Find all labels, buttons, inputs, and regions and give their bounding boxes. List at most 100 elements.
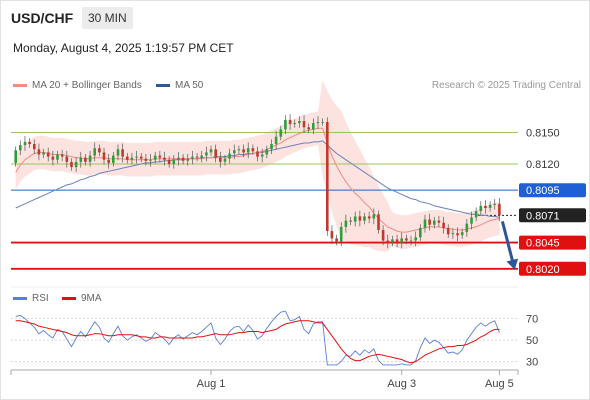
candle: [363, 216, 366, 221]
candle: [400, 238, 403, 243]
candle: [251, 148, 255, 152]
candle: [302, 121, 306, 128]
rsi-tick-label: 30: [526, 357, 538, 369]
candle: [70, 161, 73, 168]
candle: [205, 152, 208, 156]
candle: [465, 223, 469, 233]
candle: [293, 123, 296, 125]
candle: [242, 149, 245, 153]
candle: [339, 226, 343, 242]
legend-rsi: RSI: [13, 293, 49, 304]
candle: [428, 219, 431, 225]
price-tag-label: 0.8120: [526, 159, 560, 171]
candle: [377, 214, 380, 230]
candle: [149, 159, 152, 161]
candle: [274, 136, 278, 144]
candle: [353, 216, 357, 222]
price-tag-0-8071: [519, 208, 586, 223]
ma20-swatch: [13, 83, 27, 87]
x-tick-label: Aug 1: [197, 378, 226, 390]
candle: [312, 123, 315, 130]
candle: [246, 148, 250, 153]
candle: [19, 145, 22, 151]
candle: [298, 121, 301, 124]
candle: [14, 150, 17, 163]
candle: [386, 240, 390, 243]
candle: [437, 220, 441, 223]
price-tag-label: 0.8071: [526, 210, 560, 222]
rsi-ma-swatch: [62, 296, 76, 300]
candle: [349, 220, 352, 222]
candle: [98, 148, 101, 153]
candle: [37, 149, 41, 155]
bollinger-band: [15, 80, 500, 252]
candle: [493, 203, 496, 205]
candle: [158, 155, 162, 158]
candle: [330, 231, 334, 239]
price-tag-0-8045: [519, 235, 586, 250]
candle: [209, 149, 213, 153]
candle: [409, 240, 413, 242]
candle: [186, 158, 190, 161]
candle: [219, 157, 222, 162]
candle: [316, 122, 320, 123]
candle: [126, 156, 129, 160]
candle: [88, 155, 92, 162]
candle: [498, 203, 501, 216]
candle: [419, 227, 422, 238]
candle: [260, 154, 264, 157]
candle: [223, 158, 227, 162]
candle: [177, 157, 180, 160]
research-credit: Research © 2025 Trading Central: [431, 80, 581, 91]
price-tag-label: 0.8020: [526, 264, 560, 276]
candle: [112, 155, 115, 163]
candle: [46, 152, 50, 157]
candle: [326, 122, 329, 231]
candle: [65, 156, 69, 162]
candle: [344, 220, 348, 227]
candle: [470, 217, 473, 224]
candle: [93, 148, 96, 156]
candle: [335, 238, 338, 242]
candle: [153, 155, 157, 160]
price-tag-0-8020: [519, 261, 586, 276]
rsi-swatch: [13, 296, 27, 300]
candle: [195, 156, 199, 158]
candle: [307, 127, 310, 130]
rsi-ma-line: [15, 320, 500, 364]
candle: [163, 157, 166, 160]
candle: [460, 232, 464, 236]
candle: [51, 156, 55, 160]
candle: [33, 144, 36, 150]
candle: [233, 150, 236, 154]
legend-ma50-label: MA 50: [175, 80, 204, 91]
rsi-tick-label: 50: [526, 335, 538, 347]
price-tag-label: 0.8095: [526, 185, 560, 197]
candle: [135, 156, 138, 158]
symbol-title: USD/CHF: [11, 10, 74, 26]
candle: [358, 216, 362, 221]
candle: [84, 157, 87, 162]
candle: [130, 157, 134, 160]
candle: [256, 151, 259, 157]
projection-arrow-shaft: [500, 220, 516, 268]
candle: [270, 144, 273, 150]
candle: [79, 157, 83, 162]
timestamp: Monday, August 4, 2025 1:19:57 PM CET: [13, 41, 234, 55]
candle: [284, 119, 287, 130]
candle: [372, 214, 376, 219]
legend-ma50: MA 50: [156, 80, 203, 91]
candle: [144, 158, 148, 161]
candle: [405, 238, 408, 241]
candle: [381, 230, 385, 241]
candle: [395, 239, 399, 243]
candle: [42, 152, 45, 155]
timeframe-badge[interactable]: 30 MIN: [82, 7, 133, 29]
candle: [214, 149, 217, 158]
candle: [60, 154, 64, 157]
candle: [121, 149, 124, 157]
x-tick-label: Aug 3: [387, 378, 416, 390]
price-tag-label: 0.8045: [526, 238, 560, 250]
candle: [181, 157, 185, 161]
